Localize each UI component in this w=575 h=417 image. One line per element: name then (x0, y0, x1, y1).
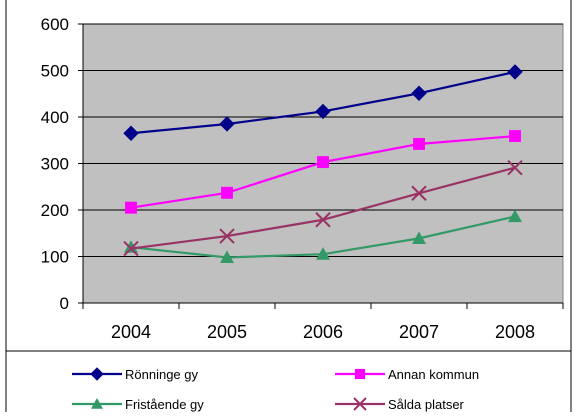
y-tick-label: 600 (41, 15, 69, 34)
data-point (124, 240, 138, 253)
x-tick-label: 2006 (303, 322, 343, 342)
data-point (507, 64, 523, 80)
legend-marker (90, 367, 104, 381)
y-tick-label: 400 (41, 108, 69, 127)
data-point (219, 228, 235, 244)
legend-label: Fristående gy (125, 397, 204, 412)
data-point (411, 85, 427, 101)
data-point (123, 240, 139, 257)
data-point (125, 201, 137, 214)
marker-stroke (411, 185, 427, 201)
legend-marker (353, 397, 367, 411)
legend: Rönninge gy Annan kommun Fristående gy Såld… (5, 350, 572, 417)
legend-marker (91, 398, 103, 409)
data-point (219, 116, 235, 132)
series-group (123, 64, 523, 264)
legend-item: Sålda platser (335, 397, 465, 412)
legend-item: Annan kommun (335, 367, 479, 382)
x-tick-label: 2008 (495, 322, 535, 342)
legend-label: Annan kommun (388, 367, 479, 382)
series-3 (124, 209, 522, 264)
axes: 0 100 200 300 400 500 600 2004 2005 2006 2007 2008 (5, 0, 572, 412)
legend-marker (354, 368, 366, 380)
data-point (123, 125, 139, 141)
data-point (316, 247, 330, 260)
data-point (412, 231, 426, 244)
marker-stroke (123, 240, 139, 257)
x-tick-label: 2004 (111, 322, 151, 342)
data-point (317, 156, 329, 169)
data-point (220, 250, 234, 264)
legend-item: Fristående gy (72, 397, 204, 412)
data-point (315, 212, 331, 228)
data-point (509, 130, 521, 143)
y-tick-label: 100 (41, 248, 69, 267)
data-point (411, 185, 427, 201)
data-point (221, 186, 233, 199)
y-tick-label: 0 (60, 294, 69, 313)
data-point (508, 209, 522, 223)
y-tick-label: 500 (41, 62, 69, 81)
legend-box (5, 350, 572, 417)
series-1 (123, 64, 523, 141)
marker-stroke (315, 212, 331, 228)
x-tick-label: 2005 (207, 322, 247, 342)
x-tick-label: 2007 (399, 322, 439, 342)
series-4 (123, 159, 523, 257)
legend-item: Rönninge gy (72, 367, 198, 382)
legend-label: Rönninge gy (125, 367, 198, 382)
series-2 (125, 130, 521, 214)
y-tick-label: 300 (41, 155, 69, 174)
marker-stroke (507, 159, 523, 176)
marker-stroke (219, 228, 235, 244)
y-tick-label: 200 (41, 201, 69, 220)
legend-label: Sålda platser (388, 397, 465, 412)
marker-stroke (353, 397, 367, 411)
data-point (507, 159, 523, 176)
data-point (413, 138, 425, 150)
data-point (315, 103, 331, 120)
